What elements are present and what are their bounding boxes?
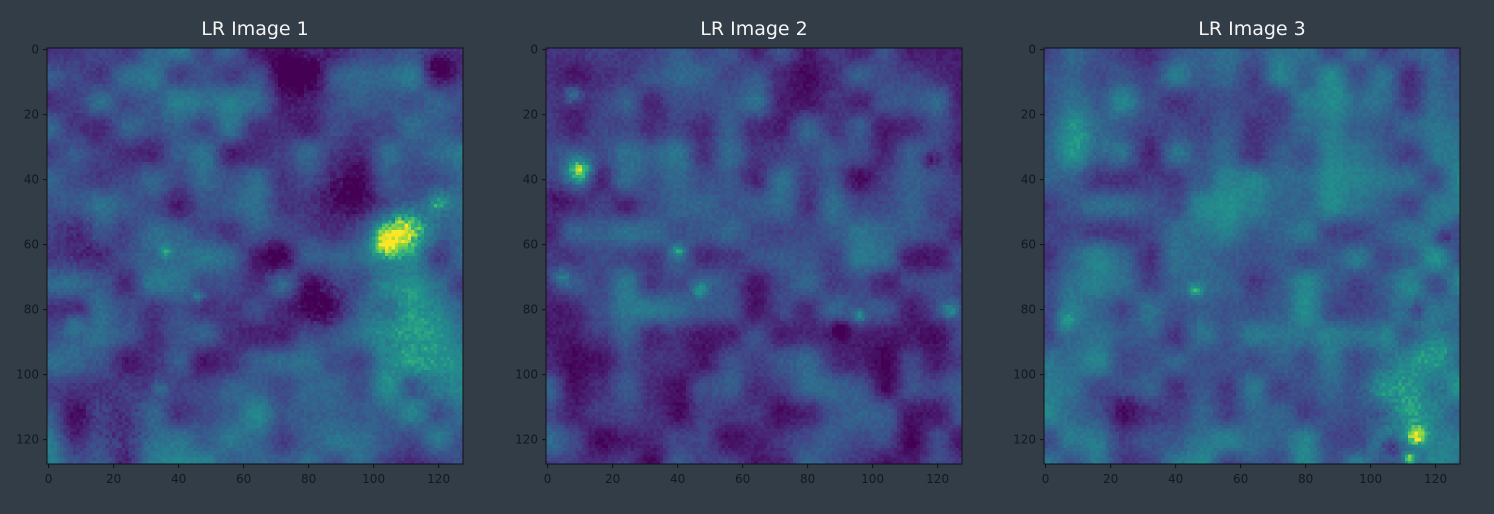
- y-tick-label: 60: [523, 238, 538, 252]
- y-tick-label: 120: [1013, 433, 1036, 447]
- x-tick-label: 0: [45, 472, 53, 486]
- y-tick-label: 60: [1021, 238, 1036, 252]
- x-tick-label: 20: [1103, 472, 1118, 486]
- y-tick-label: 80: [24, 303, 39, 317]
- heatmap-raster: [47, 48, 463, 464]
- x-tick-label: 40: [1168, 472, 1183, 486]
- x-tick-label: 40: [171, 472, 186, 486]
- x-tick-label: 80: [800, 472, 815, 486]
- heatmap-plot: 0 20 40 60 80 100 120 0 20 40 60 80 100 120: [1013, 43, 1461, 486]
- x-tick-label: 100: [861, 472, 884, 486]
- x-tick-label: 120: [1424, 472, 1447, 486]
- y-tick-label: 100: [515, 368, 538, 382]
- axes-frame: [545, 47, 963, 465]
- x-tick-label: 20: [605, 472, 620, 486]
- y-tick-label: 0: [1028, 43, 1036, 57]
- subplot-lr-image-1: LR Image 1 0 20 40 60 80 100 120 0 20 40 60 80 100 12…: [0, 0, 470, 514]
- y-tick-label: 80: [1021, 303, 1036, 317]
- y-tick-label: 40: [523, 173, 538, 187]
- x-tick-label: 100: [1359, 472, 1382, 486]
- x-tick-label: 40: [670, 472, 685, 486]
- x-tick-label: 60: [735, 472, 750, 486]
- x-tick-label: 60: [1233, 472, 1248, 486]
- heatmap-raster: [1044, 48, 1460, 464]
- x-tick-label: 0: [1042, 472, 1050, 486]
- heatmap-raster: [546, 48, 962, 464]
- x-tick-label: 80: [301, 472, 316, 486]
- y-tick-label: 120: [515, 433, 538, 447]
- x-tick-label: 20: [106, 472, 121, 486]
- y-tick-label: 0: [31, 43, 39, 57]
- subplot-lr-image-2: LR Image 2 0 20 40 60 80 100 120 0 20 40 60 80 100 12…: [499, 0, 969, 514]
- heatmap-plot: 0 20 40 60 80 100 120 0 20 40 60 80 100 120: [515, 43, 963, 486]
- axes-frame: [1043, 47, 1461, 465]
- y-tick-label: 20: [24, 108, 39, 122]
- x-tick-label: 80: [1298, 472, 1313, 486]
- axes-frame: [46, 47, 464, 465]
- y-tick-label: 60: [24, 238, 39, 252]
- y-tick-label: 120: [16, 433, 39, 447]
- subplot-title: LR Image 2: [700, 18, 808, 40]
- subplot-title: LR Image 3: [1198, 18, 1306, 40]
- x-tick-label: 0: [544, 472, 552, 486]
- y-tick-label: 0: [530, 43, 538, 57]
- y-tick-label: 100: [16, 368, 39, 382]
- y-tick-label: 20: [1021, 108, 1036, 122]
- x-tick-label: 100: [362, 472, 385, 486]
- x-tick-label: 120: [926, 472, 949, 486]
- subplot-title: LR Image 1: [201, 18, 309, 40]
- heatmap-plot: 0 20 40 60 80 100 120 0 20 40 60 80 100 120: [16, 43, 464, 486]
- y-tick-label: 40: [1021, 173, 1036, 187]
- y-tick-label: 100: [1013, 368, 1036, 382]
- x-tick-label: 120: [427, 472, 450, 486]
- y-tick-label: 40: [24, 173, 39, 187]
- x-tick-label: 60: [236, 472, 251, 486]
- subplot-lr-image-3: LR Image 3 0 20 40 60 80 100 120 0 20 40 60 80 100 12…: [997, 0, 1467, 514]
- y-tick-label: 80: [523, 303, 538, 317]
- y-tick-label: 20: [523, 108, 538, 122]
